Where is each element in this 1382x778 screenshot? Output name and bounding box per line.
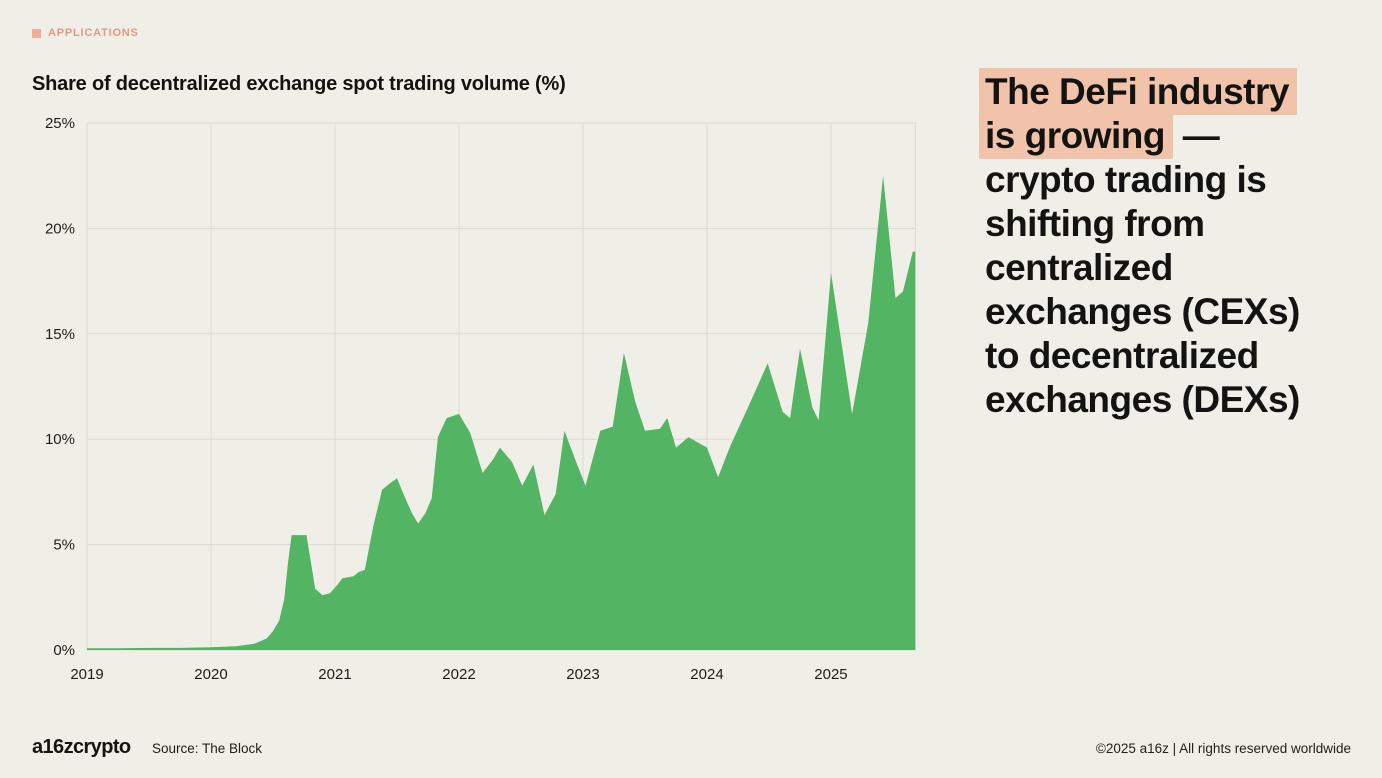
tag-label: APPLICATIONS — [48, 27, 139, 39]
chart-title: Share of decentralized exchange spot tra… — [32, 73, 566, 95]
svg-text:2022: 2022 — [442, 666, 475, 683]
a16zcrypto-logo: a16zcrypto — [32, 736, 131, 758]
headline: The DeFi industry is growing — crypto tr… — [979, 68, 1325, 422]
tag-square-icon — [32, 28, 41, 38]
x-axis-labels: 2019 2020 2021 2022 2023 2024 2025 — [70, 666, 847, 683]
y-axis-labels: 0% 5% 10% 15% 20% 25% — [45, 115, 75, 659]
copyright-notice: ©2025 a16z | All rights reserved worldwi… — [1095, 741, 1351, 756]
category-tag: APPLICATIONS — [32, 27, 139, 39]
svg-text:15%: 15% — [45, 326, 75, 343]
svg-text:10%: 10% — [45, 431, 75, 448]
svg-text:2020: 2020 — [194, 666, 227, 683]
headline-rest: — crypto trading is shifting from centra… — [985, 115, 1300, 420]
dex-share-area — [87, 175, 916, 650]
svg-text:2025: 2025 — [814, 666, 847, 683]
svg-text:2019: 2019 — [70, 666, 103, 683]
svg-text:2021: 2021 — [318, 666, 351, 683]
dex-share-area-chart: 0% 5% 10% 15% 20% 25% 2019 2020 2021 2022 2023 2024… — [45, 115, 916, 683]
svg-text:20%: 20% — [45, 220, 75, 237]
svg-text:5%: 5% — [53, 537, 75, 554]
svg-text:0%: 0% — [53, 642, 75, 659]
headline-highlight: The DeFi industry is growing — [979, 68, 1297, 159]
svg-text:2024: 2024 — [690, 666, 723, 683]
svg-text:2023: 2023 — [566, 666, 599, 683]
source-credit: Source: The Block — [152, 741, 263, 756]
svg-text:25%: 25% — [45, 115, 75, 132]
